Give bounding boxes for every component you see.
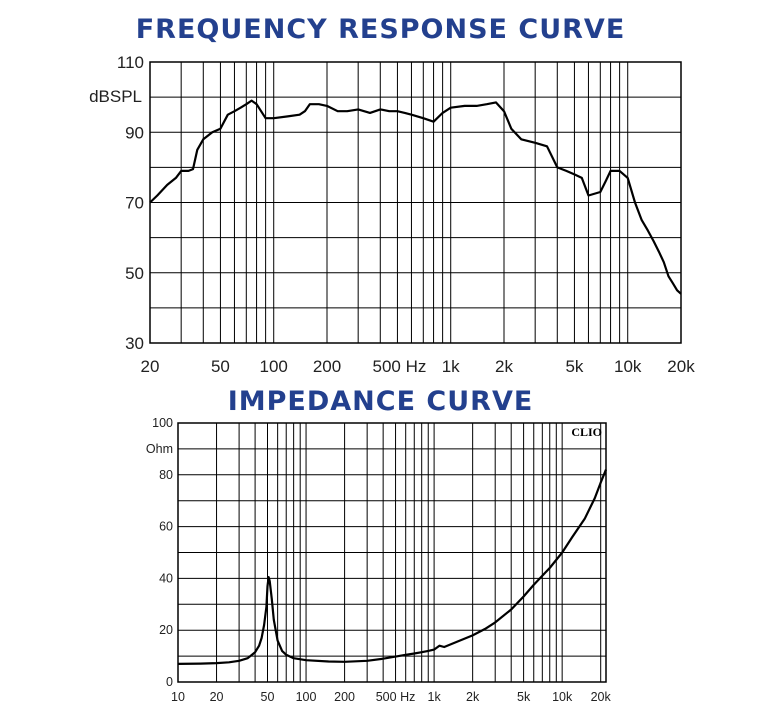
y-tick-label: 0 [166, 675, 173, 689]
x-tick-label: 2k [466, 690, 480, 704]
x-tick-label: 100 [296, 690, 317, 704]
frequency-response-title: FREQUENCY RESPONSE CURVE [135, 14, 626, 45]
y-tick-label: 80 [159, 468, 173, 482]
y-tick-label: 110 [117, 53, 144, 72]
frequency-response-chart: 110 90 70 50 30 dBSPL 20 50 100 200 500 Hz 1k 2k 5k 10… [89, 53, 695, 376]
x-tick-label: 10k [614, 357, 642, 376]
x-tick-label: 5k [565, 357, 583, 376]
clio-annotation: CLIO [571, 425, 602, 439]
impedance-curve [177, 469, 608, 665]
y-tick-label: 90 [125, 123, 144, 142]
y-axis-label: dBSPL [89, 87, 142, 106]
x-tick-label: 10 [171, 690, 185, 704]
y-tick-label: 70 [125, 194, 144, 213]
y-tick-label: 60 [159, 520, 173, 534]
x-tick-label: 500 Hz [372, 357, 426, 376]
impedance-title: IMPEDANCE CURVE [227, 386, 534, 417]
x-tick-label: 20 [141, 357, 160, 376]
y-tick-label: 20 [159, 623, 173, 637]
x-tick-label: 20k [667, 357, 695, 376]
x-tick-label: 1k [442, 357, 460, 376]
x-tick-label: 100 [260, 357, 288, 376]
x-tick-label: 2k [495, 357, 513, 376]
x-tick-label: 50 [261, 690, 275, 704]
plot-frame [177, 422, 607, 683]
x-tick-label: 200 [313, 357, 341, 376]
x-tick-label: 1k [428, 690, 442, 704]
y-tick-label: 100 [152, 416, 173, 430]
y-axis-label: Ohm [146, 442, 173, 456]
x-tick-label: 10k [552, 690, 573, 704]
y-tick-label: 40 [159, 571, 173, 585]
x-tick-label: 50 [211, 357, 230, 376]
x-tick-label: 5k [517, 690, 531, 704]
x-tick-label: 200 [334, 690, 355, 704]
y-tick-label: 50 [125, 264, 144, 283]
x-tick-label: 20 [210, 690, 224, 704]
frequency-response-curve [149, 99, 682, 295]
y-tick-label: 30 [125, 334, 144, 353]
x-tick-label: 20k [591, 690, 612, 704]
x-tick-label: 500 Hz [376, 690, 416, 704]
